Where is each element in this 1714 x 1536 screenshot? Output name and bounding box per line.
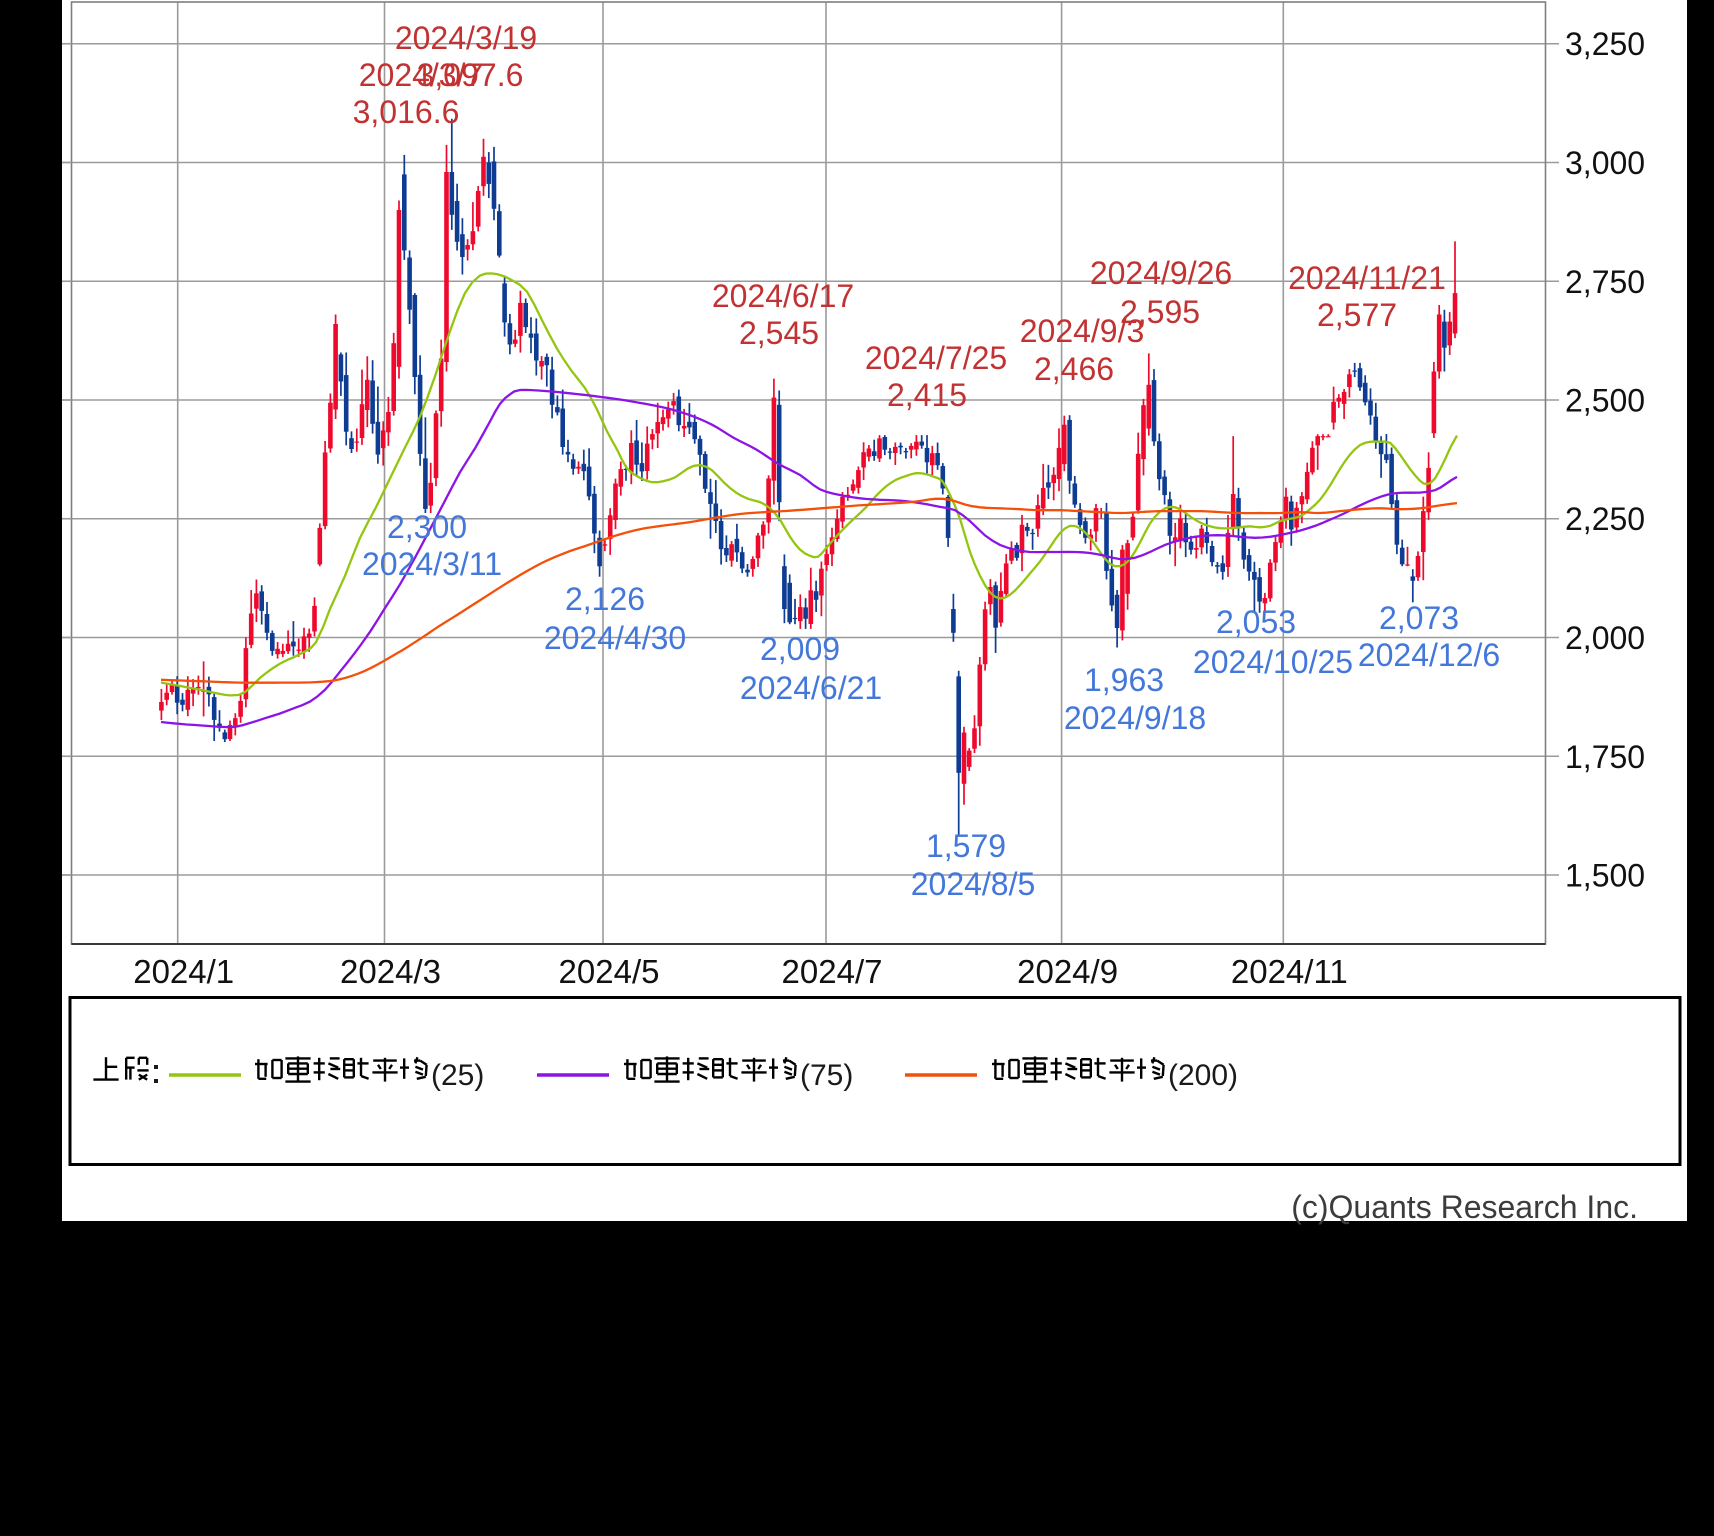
svg-text:2024/6/21: 2024/6/21	[740, 670, 882, 706]
svg-text:2024/3/11: 2024/3/11	[362, 546, 502, 582]
svg-text:2,000: 2,000	[1565, 620, 1645, 656]
svg-text:3,250: 3,250	[1565, 26, 1645, 62]
svg-text:2,577: 2,577	[1317, 297, 1397, 333]
svg-text:2,545: 2,545	[739, 315, 819, 351]
svg-text:2024/7/25: 2024/7/25	[865, 340, 1007, 376]
svg-text:2024/4/30: 2024/4/30	[544, 620, 686, 656]
svg-text:2024/1: 2024/1	[133, 953, 234, 990]
svg-text:2,500: 2,500	[1565, 383, 1645, 419]
svg-text:2,053: 2,053	[1216, 604, 1296, 640]
svg-text:2024/9/3: 2024/9/3	[1020, 313, 1145, 349]
svg-text:2024/11/21: 2024/11/21	[1288, 260, 1446, 296]
svg-text:2024/9/26: 2024/9/26	[1090, 255, 1232, 291]
svg-text:2,595: 2,595	[1120, 294, 1200, 330]
svg-text:2,300: 2,300	[387, 509, 467, 545]
svg-text:(c)Quants Research Inc.: (c)Quants Research Inc.	[1291, 1189, 1638, 1225]
svg-text:2,009: 2,009	[760, 631, 840, 667]
svg-text:2024/7: 2024/7	[782, 953, 883, 990]
svg-text:2024/3: 2024/3	[340, 953, 441, 990]
svg-text:(75): (75)	[800, 1059, 853, 1092]
svg-text:3,000: 3,000	[1565, 145, 1645, 181]
svg-text:2,126: 2,126	[565, 581, 645, 617]
svg-text:2,250: 2,250	[1565, 501, 1645, 537]
svg-text:2024/12/6: 2024/12/6	[1358, 637, 1500, 673]
svg-text:1,963: 1,963	[1084, 662, 1164, 698]
svg-text:1,579: 1,579	[926, 828, 1006, 864]
svg-text:2024/10/25: 2024/10/25	[1193, 644, 1353, 680]
svg-text:2,466: 2,466	[1034, 351, 1114, 387]
svg-text:3,097.6: 3,097.6	[417, 57, 524, 93]
svg-text:2024/9: 2024/9	[1017, 953, 1118, 990]
svg-text:2024/3/7: 2024/3/7	[359, 57, 484, 93]
svg-text:(25): (25)	[431, 1059, 484, 1092]
svg-text:2024/3/19: 2024/3/19	[395, 20, 537, 56]
svg-text:2024/9/18: 2024/9/18	[1064, 700, 1206, 736]
svg-text:1,500: 1,500	[1565, 858, 1645, 894]
svg-text:2024/11: 2024/11	[1231, 953, 1348, 990]
svg-text:(200): (200)	[1168, 1059, 1238, 1092]
svg-text:2,750: 2,750	[1565, 264, 1645, 300]
svg-text:2024/6/17: 2024/6/17	[712, 278, 854, 314]
svg-text:2024/8/5: 2024/8/5	[911, 866, 1036, 902]
svg-text:1,750: 1,750	[1565, 739, 1645, 775]
svg-text:2,415: 2,415	[887, 377, 967, 413]
svg-text:2,073: 2,073	[1379, 600, 1459, 636]
svg-text:2024/5: 2024/5	[559, 953, 660, 990]
svg-text:3,016.6: 3,016.6	[353, 94, 460, 130]
